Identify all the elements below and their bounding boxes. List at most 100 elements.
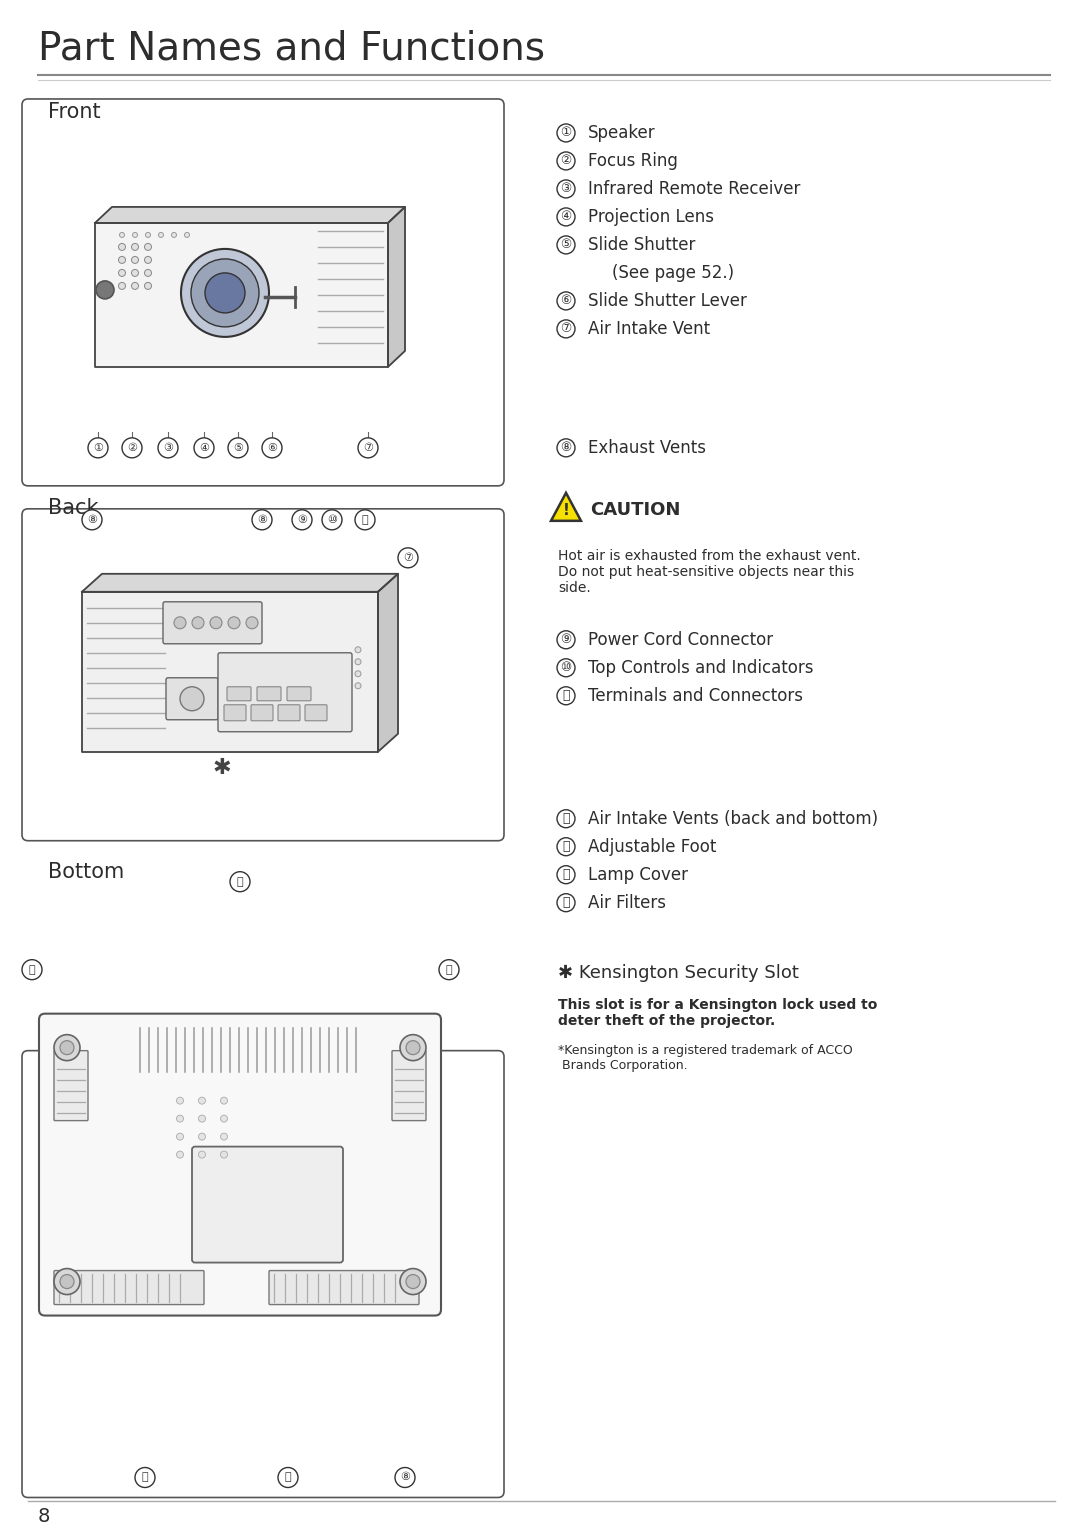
FancyBboxPatch shape xyxy=(39,1014,441,1316)
Circle shape xyxy=(194,438,214,458)
Circle shape xyxy=(145,244,151,250)
Text: ⑮: ⑮ xyxy=(141,1472,148,1483)
Circle shape xyxy=(181,248,269,337)
Circle shape xyxy=(54,1034,80,1060)
Text: ⑤: ⑤ xyxy=(233,443,243,453)
Circle shape xyxy=(399,548,418,568)
Text: ⑧: ⑧ xyxy=(87,515,97,525)
FancyBboxPatch shape xyxy=(22,509,504,841)
Circle shape xyxy=(557,631,575,648)
Text: ②: ② xyxy=(127,443,137,453)
Circle shape xyxy=(246,617,258,628)
Text: ✱ Kensington Security Slot: ✱ Kensington Security Slot xyxy=(558,964,799,982)
Text: Focus Ring: Focus Ring xyxy=(588,152,678,170)
FancyBboxPatch shape xyxy=(305,705,327,720)
Circle shape xyxy=(133,233,137,237)
Circle shape xyxy=(120,233,124,237)
Circle shape xyxy=(262,438,282,458)
FancyBboxPatch shape xyxy=(22,1051,504,1497)
Text: ②: ② xyxy=(561,155,571,167)
Circle shape xyxy=(557,838,575,856)
Circle shape xyxy=(355,683,361,689)
FancyBboxPatch shape xyxy=(54,1270,204,1305)
FancyBboxPatch shape xyxy=(278,705,300,720)
FancyBboxPatch shape xyxy=(287,686,311,700)
FancyBboxPatch shape xyxy=(257,686,281,700)
Text: Top Controls and Indicators: Top Controls and Indicators xyxy=(588,659,813,677)
Text: Lamp Cover: Lamp Cover xyxy=(588,866,688,884)
Text: ④: ④ xyxy=(561,210,571,224)
Circle shape xyxy=(252,510,272,530)
Text: ③: ③ xyxy=(561,182,571,196)
Circle shape xyxy=(357,438,378,458)
Circle shape xyxy=(557,659,575,677)
Circle shape xyxy=(176,1115,184,1121)
Text: ⑭: ⑭ xyxy=(285,1472,292,1483)
Text: Speaker: Speaker xyxy=(588,124,656,142)
FancyBboxPatch shape xyxy=(166,677,218,720)
Text: CAUTION: CAUTION xyxy=(590,501,680,519)
Circle shape xyxy=(220,1115,228,1121)
Text: ①: ① xyxy=(561,127,571,139)
Circle shape xyxy=(278,1468,298,1488)
Circle shape xyxy=(119,282,125,290)
Circle shape xyxy=(210,617,222,628)
Circle shape xyxy=(557,810,575,827)
FancyBboxPatch shape xyxy=(227,686,251,700)
Circle shape xyxy=(132,282,138,290)
Circle shape xyxy=(159,233,163,237)
Circle shape xyxy=(230,872,249,892)
Text: ✱: ✱ xyxy=(213,758,231,778)
Circle shape xyxy=(205,273,245,313)
Circle shape xyxy=(185,233,189,237)
Text: Front: Front xyxy=(48,103,100,123)
Text: (See page 52.): (See page 52.) xyxy=(612,264,734,282)
FancyBboxPatch shape xyxy=(22,100,504,486)
Circle shape xyxy=(220,1151,228,1158)
Circle shape xyxy=(355,671,361,677)
Text: Hot air is exhausted from the exhaust vent.
Do not put heat-sensitive objects ne: Hot air is exhausted from the exhaust ve… xyxy=(558,548,861,596)
Text: Part Names and Functions: Part Names and Functions xyxy=(38,31,545,67)
Circle shape xyxy=(174,617,186,628)
Circle shape xyxy=(557,686,575,705)
FancyBboxPatch shape xyxy=(392,1051,426,1120)
Polygon shape xyxy=(378,574,399,752)
FancyBboxPatch shape xyxy=(269,1270,419,1305)
Polygon shape xyxy=(388,207,405,366)
Text: ⑧: ⑧ xyxy=(561,441,571,455)
Circle shape xyxy=(199,1115,205,1121)
Circle shape xyxy=(176,1097,184,1105)
Circle shape xyxy=(180,686,204,711)
Text: ⑪: ⑪ xyxy=(362,515,368,525)
Circle shape xyxy=(557,320,575,339)
Text: !: ! xyxy=(563,504,569,518)
Circle shape xyxy=(132,270,138,276)
Circle shape xyxy=(172,233,176,237)
Circle shape xyxy=(322,510,342,530)
Text: ⑩: ⑩ xyxy=(327,515,337,525)
Circle shape xyxy=(355,647,361,653)
Circle shape xyxy=(135,1468,156,1488)
Circle shape xyxy=(406,1275,420,1288)
Circle shape xyxy=(557,236,575,254)
Circle shape xyxy=(145,270,151,276)
Circle shape xyxy=(395,1468,415,1488)
Text: Air Intake Vent: Air Intake Vent xyxy=(588,320,711,339)
Circle shape xyxy=(60,1040,75,1054)
Text: ⑧: ⑧ xyxy=(257,515,267,525)
Circle shape xyxy=(191,259,259,326)
Circle shape xyxy=(557,124,575,142)
Text: ⑬: ⑬ xyxy=(446,965,453,974)
Circle shape xyxy=(145,256,151,264)
Text: ④: ④ xyxy=(199,443,210,453)
Text: ⑬: ⑬ xyxy=(563,840,570,853)
Text: Adjustable Foot: Adjustable Foot xyxy=(588,838,716,856)
Circle shape xyxy=(557,208,575,225)
Circle shape xyxy=(158,438,178,458)
Circle shape xyxy=(557,152,575,170)
FancyBboxPatch shape xyxy=(224,705,246,720)
FancyBboxPatch shape xyxy=(251,705,273,720)
Circle shape xyxy=(146,233,150,237)
Circle shape xyxy=(119,244,125,250)
Text: 8: 8 xyxy=(38,1507,51,1526)
